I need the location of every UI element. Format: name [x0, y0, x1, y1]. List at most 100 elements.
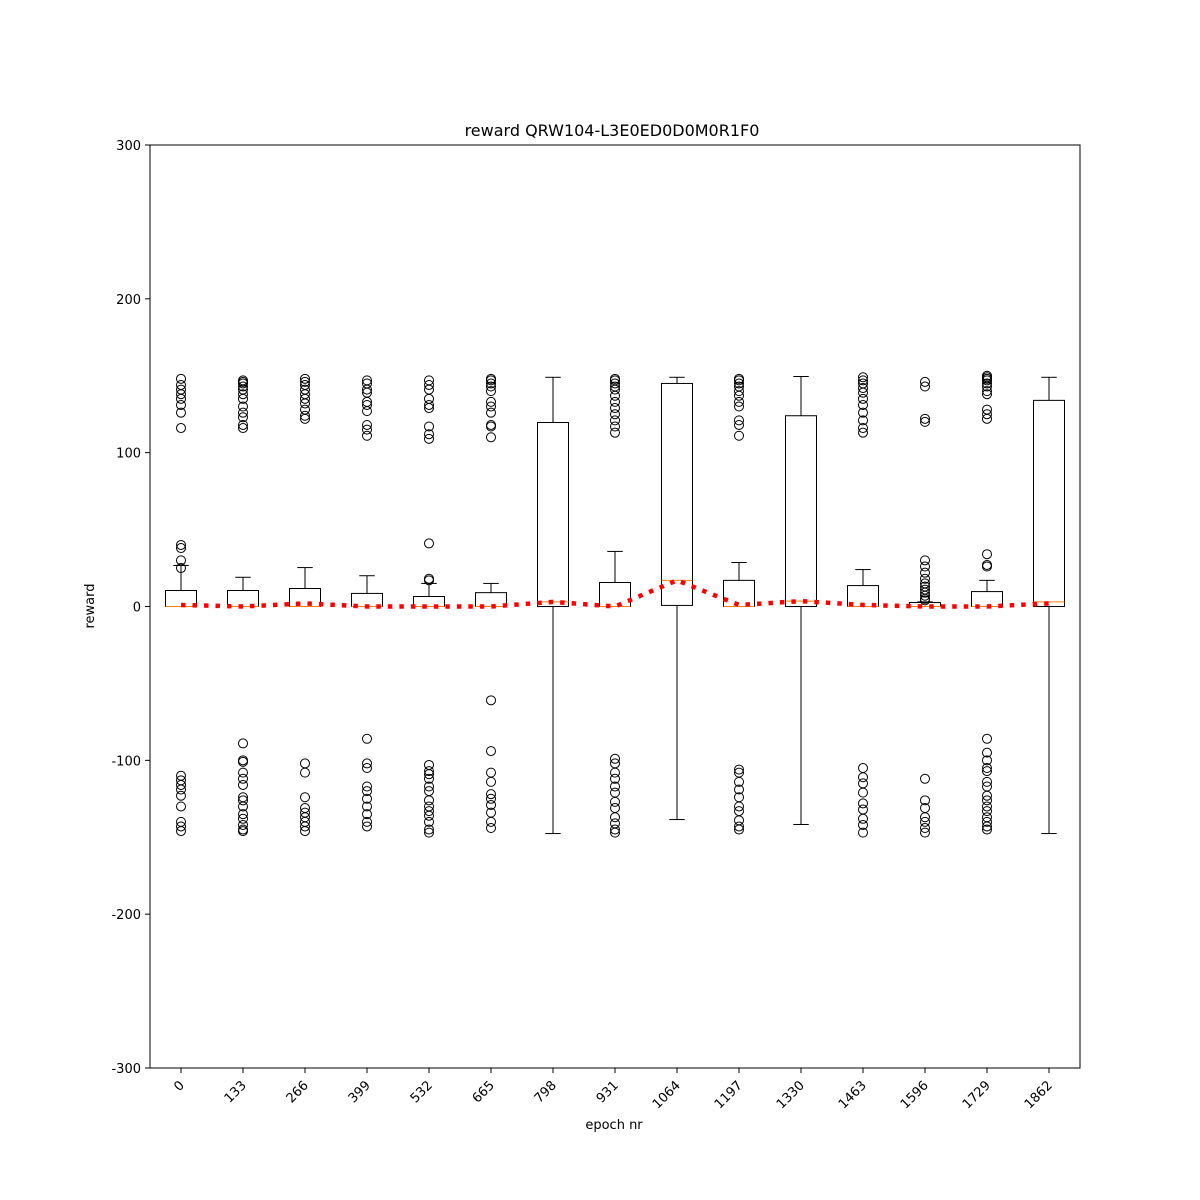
flier [176, 784, 186, 795]
flier [610, 773, 620, 784]
flier [734, 821, 744, 832]
flier [610, 403, 620, 414]
flier [982, 413, 992, 424]
flier [424, 538, 434, 549]
flier [486, 401, 496, 412]
flier [300, 376, 310, 387]
flier [486, 432, 496, 443]
flier [238, 412, 248, 423]
flier [486, 396, 496, 407]
flier [424, 810, 434, 821]
flier [238, 389, 248, 400]
flier [610, 378, 620, 389]
flier [734, 386, 744, 397]
flier [238, 767, 248, 778]
flier [920, 376, 930, 387]
flier [610, 427, 620, 438]
flier [858, 423, 868, 434]
flier [486, 695, 496, 706]
y-tick-label: -200 [111, 908, 141, 923]
flier [424, 433, 434, 444]
flier [858, 772, 868, 783]
flier [920, 381, 930, 392]
flier [858, 787, 868, 798]
flier [982, 381, 992, 392]
flier [982, 747, 992, 758]
flier [300, 373, 310, 384]
flier [424, 806, 434, 817]
flier [486, 378, 496, 389]
flier [238, 819, 248, 830]
flier [176, 826, 186, 837]
flier [238, 826, 248, 837]
flier [734, 375, 744, 386]
flier [734, 396, 744, 407]
flier [238, 756, 248, 767]
flier [610, 753, 620, 764]
flier [858, 813, 868, 824]
flier [362, 801, 372, 812]
flier [734, 390, 744, 401]
flier [858, 399, 868, 410]
flier [982, 776, 992, 787]
y-tick-label: 200 [116, 293, 141, 308]
flier [734, 401, 744, 412]
flier [362, 399, 372, 410]
flier [982, 801, 992, 812]
flier [734, 378, 744, 389]
flier [610, 827, 620, 838]
flier [300, 398, 310, 409]
flier [920, 773, 930, 784]
flier [920, 561, 930, 572]
flier [300, 826, 310, 837]
plot-frame [149, 144, 1081, 1069]
y-tick-label: 0 [133, 601, 141, 616]
flier [982, 816, 992, 827]
flier [238, 401, 248, 412]
flier [424, 827, 434, 838]
flier [982, 375, 992, 386]
flier [610, 415, 620, 426]
flier [486, 421, 496, 432]
flier [176, 373, 186, 384]
flier [486, 386, 496, 397]
flier [424, 575, 434, 586]
flier [362, 786, 372, 797]
flier [486, 799, 496, 810]
flier [238, 393, 248, 404]
box [661, 382, 693, 606]
flier [362, 384, 372, 395]
flier [920, 567, 930, 578]
chart-title: reward QRW104-L3E0ED0D0M0R1F0 [465, 121, 760, 140]
y-tick-label: 300 [116, 139, 141, 154]
flier [176, 393, 186, 404]
flier [610, 767, 620, 778]
flier [238, 801, 248, 812]
flier [982, 378, 992, 389]
y-tick-label: -300 [111, 1062, 141, 1077]
flier [424, 429, 434, 440]
y-tick-label: 100 [116, 447, 141, 462]
flier [982, 561, 992, 572]
flier [176, 389, 186, 400]
flier [486, 375, 496, 386]
flier [176, 801, 186, 812]
flier [176, 821, 186, 832]
flier [362, 763, 372, 774]
flier [238, 779, 248, 790]
flier [858, 393, 868, 404]
flier [424, 399, 434, 410]
flier [176, 543, 186, 554]
flier [610, 390, 620, 401]
flier [300, 393, 310, 404]
flier [176, 779, 186, 790]
flier [982, 795, 992, 806]
flier [858, 375, 868, 386]
flier [982, 763, 992, 774]
box [537, 422, 569, 607]
flier [920, 413, 930, 424]
flier [176, 423, 186, 434]
flier [858, 372, 868, 383]
flier [362, 758, 372, 769]
flier [920, 827, 930, 838]
